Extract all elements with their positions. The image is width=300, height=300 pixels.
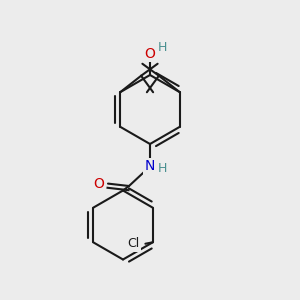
Text: H: H xyxy=(157,41,167,55)
Text: H: H xyxy=(158,162,167,176)
Text: Cl: Cl xyxy=(127,237,140,250)
Text: N: N xyxy=(145,160,155,173)
Text: O: O xyxy=(145,47,155,61)
Text: O: O xyxy=(94,177,104,190)
